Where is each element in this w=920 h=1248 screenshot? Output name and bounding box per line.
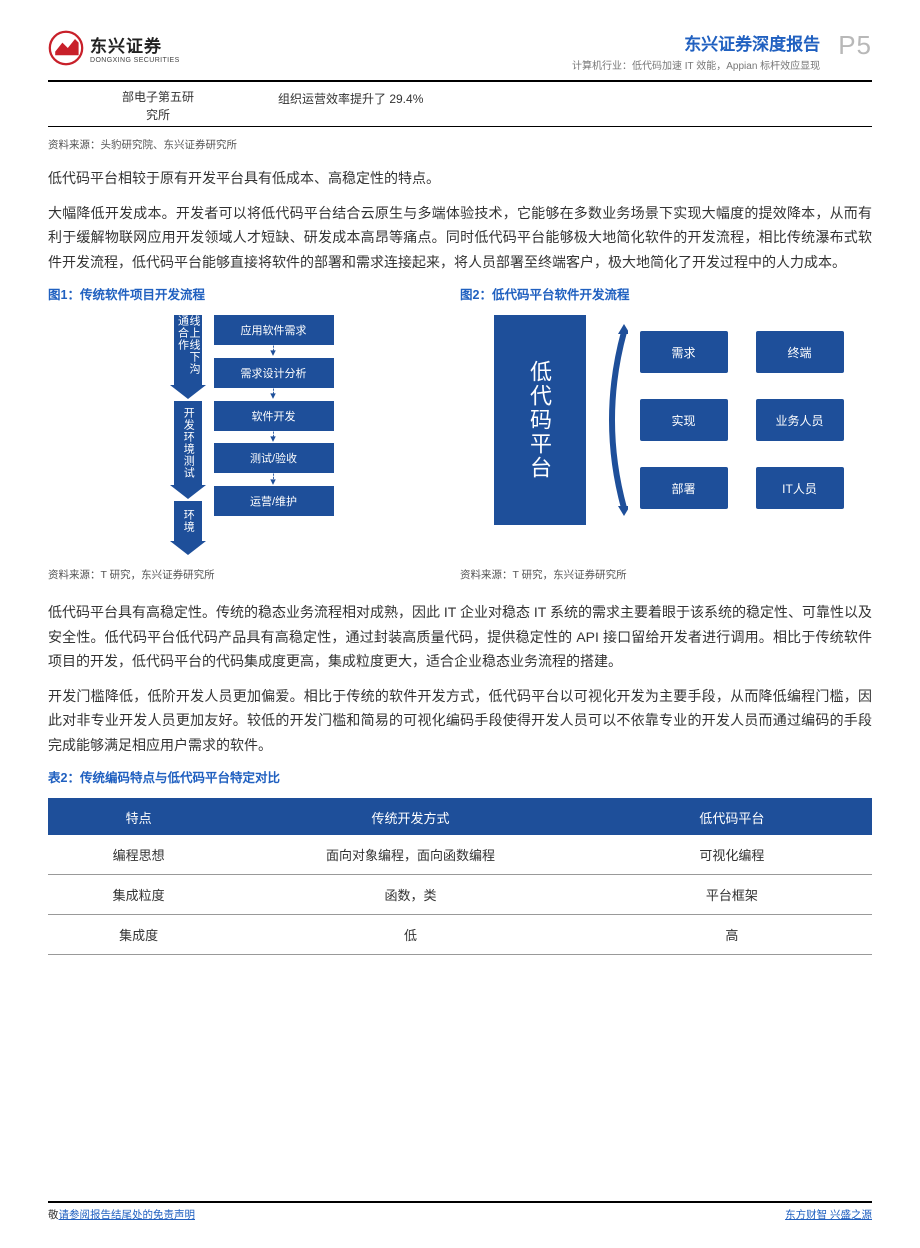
down-triangle-icon bbox=[170, 485, 206, 499]
table-row: 编程思想 面向对象编程，面向函数编程 可视化编程 bbox=[48, 835, 872, 875]
fig1-stage: 运营/维护 bbox=[214, 486, 334, 516]
figure-1-source: 资料来源：T 研究，东兴证券研究所 bbox=[48, 567, 460, 582]
fig1-stage: 测试/验收 bbox=[214, 443, 334, 473]
down-triangle-icon bbox=[170, 385, 206, 399]
table-header-row: 特点 传统开发方式 低代码平台 bbox=[48, 799, 872, 835]
fig2-box: 终端 bbox=[756, 331, 844, 373]
fig1-arrow-label-3: 环境 bbox=[182, 509, 194, 533]
mini-table-col1-l2: 究所 bbox=[146, 108, 170, 122]
header-right: 东兴证券深度报告 计算机行业：低代码加速 IT 效能，Appian 标杆效应显现… bbox=[572, 30, 872, 72]
figure-2: 低代码平台 需求 终端 实现 业务人员 部署 IT人员 bbox=[465, 315, 872, 557]
source-top: 资料来源：头豹研究院、东兴证券研究所 bbox=[48, 137, 872, 152]
table-header-cell: 特点 bbox=[48, 799, 229, 835]
table-row: 集成粒度 函数，类 平台框架 bbox=[48, 875, 872, 915]
fig2-box: 业务人员 bbox=[756, 399, 844, 441]
figure-2-title: 图2：低代码平台软件开发流程 bbox=[460, 284, 872, 303]
table-cell: 集成度 bbox=[48, 915, 229, 955]
mini-table-col1-l1: 部电子第五研 bbox=[122, 90, 194, 104]
figure-1-title: 图1：传统软件项目开发流程 bbox=[48, 284, 460, 303]
comparison-table: 特点 传统开发方式 低代码平台 编程思想 面向对象编程，面向函数编程 可视化编程… bbox=[48, 798, 872, 955]
mini-table-col2: 组织运营效率提升了 29.4% bbox=[268, 88, 872, 124]
table-cell: 函数，类 bbox=[229, 875, 592, 915]
report-subtitle: 计算机行业：低代码加速 IT 效能，Appian 标杆效应显现 bbox=[572, 57, 820, 72]
table-cell: 集成粒度 bbox=[48, 875, 229, 915]
table-header-cell: 低代码平台 bbox=[592, 799, 872, 835]
fig1-arrow-label-2: 开发环境测试 bbox=[182, 407, 194, 479]
fig2-platform-label: 低代码平台 bbox=[528, 360, 551, 480]
fig2-grid: 需求 终端 实现 业务人员 部署 IT人员 bbox=[640, 331, 844, 509]
paragraph-4: 开发门槛降低，低阶开发人员更加偏爱。相比于传统的软件开发方式，低代码平台以可视化… bbox=[48, 684, 872, 758]
footer-left: 敬请参阅报告结尾处的免责声明 bbox=[48, 1207, 195, 1222]
fig2-box: IT人员 bbox=[756, 467, 844, 509]
table-header-cell: 传统开发方式 bbox=[229, 799, 592, 835]
dotted-arrow-icon: ┊▾ bbox=[270, 390, 277, 399]
figure-1-arrow-column: 线上线下沟通合作 开发环境测试 环境 bbox=[170, 315, 206, 557]
curved-arrow-icon bbox=[598, 320, 628, 520]
footer-left-prefix: 敬 bbox=[48, 1209, 59, 1221]
logo-block: 东兴证券 DONGXING SECURITIES bbox=[48, 30, 180, 66]
report-title: 东兴证券深度报告 bbox=[572, 30, 820, 55]
dotted-arrow-icon: ┊▾ bbox=[270, 475, 277, 484]
figure-titles-row: 图1：传统软件项目开发流程 图2：低代码平台软件开发流程 bbox=[48, 284, 872, 303]
table-cell: 高 bbox=[592, 915, 872, 955]
fig2-box: 部署 bbox=[640, 467, 728, 509]
company-logo-icon bbox=[48, 30, 84, 66]
logo-text-en: DONGXING SECURITIES bbox=[90, 57, 180, 64]
table-row: 集成度 低 高 bbox=[48, 915, 872, 955]
down-triangle-icon bbox=[170, 541, 206, 555]
dotted-arrow-icon: ┊▾ bbox=[270, 433, 277, 442]
fig1-stage: 需求设计分析 bbox=[214, 358, 334, 388]
logo-text-cn: 东兴证券 bbox=[90, 32, 180, 57]
page-footer: 敬请参阅报告结尾处的免责声明 东方财智 兴盛之源 bbox=[48, 1201, 872, 1222]
paragraph-2: 大幅降低开发成本。开发者可以将低代码平台结合云原生与多端体验技术，它能够在多数业… bbox=[48, 201, 872, 275]
table-cell: 编程思想 bbox=[48, 835, 229, 875]
fig2-box: 实现 bbox=[640, 399, 728, 441]
page-header: 东兴证券 DONGXING SECURITIES 东兴证券深度报告 计算机行业：… bbox=[48, 30, 872, 72]
table-cell: 低 bbox=[229, 915, 592, 955]
table-cell: 平台框架 bbox=[592, 875, 872, 915]
fig1-arrow-label-1: 线上线下沟通合作 bbox=[176, 315, 199, 385]
footer-disclaimer-link[interactable]: 请参阅报告结尾处的免责声明 bbox=[59, 1209, 196, 1221]
figure-1: 线上线下沟通合作 开发环境测试 环境 应用软件需求 ┊▾ 需求设计分析 ┊▾ 软… bbox=[48, 315, 455, 557]
table-cell: 面向对象编程，面向函数编程 bbox=[229, 835, 592, 875]
figure-2-source: 资料来源：T 研究，东兴证券研究所 bbox=[460, 567, 872, 582]
fig1-stage: 软件开发 bbox=[214, 401, 334, 431]
table-cell: 可视化编程 bbox=[592, 835, 872, 875]
figure-1-stages: 应用软件需求 ┊▾ 需求设计分析 ┊▾ 软件开发 ┊▾ 测试/验收 ┊▾ 运营/… bbox=[214, 315, 334, 557]
figure-row: 线上线下沟通合作 开发环境测试 环境 应用软件需求 ┊▾ 需求设计分析 ┊▾ 软… bbox=[48, 315, 872, 557]
mini-table: 部电子第五研 究所 组织运营效率提升了 29.4% bbox=[48, 82, 872, 127]
page-number: P5 bbox=[838, 30, 872, 61]
fig2-box: 需求 bbox=[640, 331, 728, 373]
dotted-arrow-icon: ┊▾ bbox=[270, 347, 277, 356]
fig1-stage: 应用软件需求 bbox=[214, 315, 334, 345]
table-2-title: 表2：传统编码特点与低代码平台特定对比 bbox=[48, 767, 872, 786]
paragraph-3: 低代码平台具有高稳定性。传统的稳态业务流程相对成熟，因此 IT 企业对稳态 IT… bbox=[48, 600, 872, 674]
mini-table-col1: 部电子第五研 究所 bbox=[48, 88, 268, 124]
footer-right-link[interactable]: 东方财智 兴盛之源 bbox=[785, 1207, 872, 1222]
fig2-platform-block: 低代码平台 bbox=[494, 315, 586, 525]
figure-sources-row: 资料来源：T 研究，东兴证券研究所 资料来源：T 研究，东兴证券研究所 bbox=[48, 567, 872, 582]
paragraph-1: 低代码平台相较于原有开发平台具有低成本、高稳定性的特点。 bbox=[48, 166, 872, 191]
